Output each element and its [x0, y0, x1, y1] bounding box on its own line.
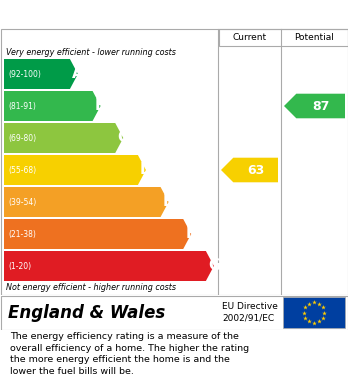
Text: (21-38): (21-38) — [8, 230, 36, 239]
Polygon shape — [221, 158, 278, 182]
Text: D: D — [140, 163, 152, 178]
Text: Current: Current — [232, 32, 267, 41]
Text: (92-100): (92-100) — [8, 70, 41, 79]
Polygon shape — [4, 251, 214, 281]
Polygon shape — [4, 187, 168, 217]
Polygon shape — [4, 155, 146, 185]
Bar — [219, 29, 348, 46]
Text: Energy Efficiency Rating: Energy Efficiency Rating — [9, 7, 219, 22]
Text: F: F — [185, 226, 196, 242]
Text: 87: 87 — [312, 99, 329, 113]
Polygon shape — [284, 94, 345, 118]
Text: (69-80): (69-80) — [8, 133, 36, 142]
Polygon shape — [4, 219, 191, 249]
Text: Not energy efficient - higher running costs: Not energy efficient - higher running co… — [6, 283, 176, 292]
Text: A: A — [72, 66, 84, 81]
Text: (81-91): (81-91) — [8, 102, 36, 111]
Text: EU Directive
2002/91/EC: EU Directive 2002/91/EC — [222, 302, 278, 323]
Text: (55-68): (55-68) — [8, 165, 36, 174]
Text: (1-20): (1-20) — [8, 262, 31, 271]
Polygon shape — [4, 59, 78, 89]
Polygon shape — [4, 91, 101, 121]
Text: (39-54): (39-54) — [8, 197, 36, 206]
Text: G: G — [208, 258, 220, 273]
Text: B: B — [95, 99, 106, 113]
Text: Very energy efficient - lower running costs: Very energy efficient - lower running co… — [6, 48, 176, 57]
Polygon shape — [4, 123, 123, 153]
Text: E: E — [163, 194, 173, 210]
Text: Potential: Potential — [294, 32, 334, 41]
Text: C: C — [117, 131, 128, 145]
Text: 63: 63 — [247, 163, 264, 176]
Text: England & Wales: England & Wales — [8, 303, 165, 321]
Text: The energy efficiency rating is a measure of the
overall efficiency of a home. T: The energy efficiency rating is a measur… — [10, 332, 250, 376]
Bar — [283, 297, 345, 328]
